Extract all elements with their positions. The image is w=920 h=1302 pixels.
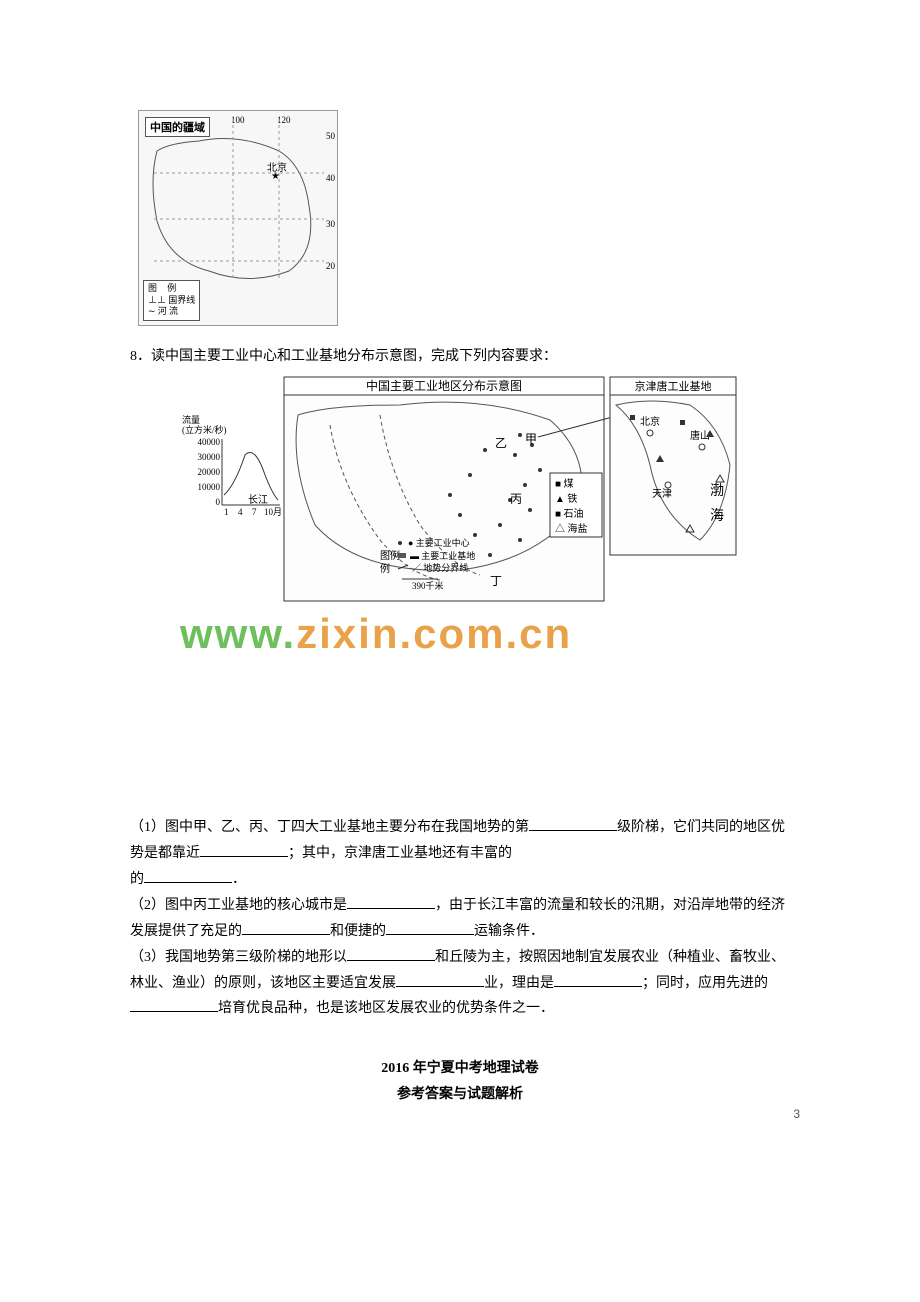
blank-input[interactable] <box>242 919 330 935</box>
q2-part: 运输条件． <box>474 924 544 939</box>
industry-map-title: 中国主要工业地区分布示意图 <box>366 378 522 393</box>
legend-item: ∼ 河 流 <box>148 306 195 318</box>
q8-subparts: （1）图中甲、乙、丙、丁四大工业基地主要分布在我国地势的第级阶梯，它们共同的地区… <box>130 815 790 1022</box>
blank-input[interactable] <box>554 971 642 987</box>
svg-text:■ 煤: ■ 煤 <box>555 477 574 490</box>
marker-bing: 丙 <box>510 492 522 506</box>
blank-input[interactable] <box>529 815 617 831</box>
hai-label: 海 <box>710 508 724 524</box>
bohai-label: 渤 <box>710 483 724 499</box>
q1-part: （1）图中甲、乙、丙、丁四大工业基地主要分布在我国地势的第 <box>130 820 529 835</box>
answer-title-2: 参考答案与试题解析 <box>130 1082 790 1107</box>
svg-text:40000: 40000 <box>198 437 221 447</box>
answer-title-block: 2016 年宁夏中考地理试卷 参考答案与试题解析 <box>130 1056 790 1106</box>
industry-map-figure: 中国主要工业地区分布示意图 甲 乙 丙 丁 流量 (立方米/秒) 40000 <box>180 375 740 605</box>
blank-input[interactable] <box>144 867 232 883</box>
marker-jia: 甲 <box>525 432 537 446</box>
svg-text:△ 海盐: △ 海盐 <box>555 522 588 535</box>
flow-label: 流量 (立方米/秒) <box>182 414 227 435</box>
map1-legend: 图 例 ⊥⊥ 国界线 ∼ 河 流 <box>143 280 200 321</box>
blank-input[interactable] <box>386 919 474 935</box>
svg-text:例: 例 <box>380 562 390 575</box>
blank-input[interactable] <box>200 841 288 857</box>
q3-part: 业，理由是 <box>484 976 554 991</box>
q2-part: 和便捷的 <box>330 924 386 939</box>
blank-input[interactable] <box>347 893 435 909</box>
svg-text:● 主要工业中心: ● 主要工业中心 <box>408 537 470 548</box>
q2-part: （2）图中丙工业基地的核心城市是 <box>130 898 347 913</box>
inset-title: 京津唐工业基地 <box>635 379 712 393</box>
watermark-text: www.zixin.com.cn <box>180 610 572 658</box>
marker-ding: 丁 <box>490 574 502 588</box>
q3-part: 培育优良品种，也是该地区发展农业的优势条件之一． <box>218 1001 554 1016</box>
svg-text:▬ 主要工业基地: ▬ 主要工业基地 <box>410 550 475 561</box>
svg-text:图例: 图例 <box>380 549 400 562</box>
flow-xaxis: 1 4 7 10月 <box>224 507 282 517</box>
blank-input[interactable] <box>130 996 218 1012</box>
svg-text:▲ 铁: ▲ 铁 <box>555 492 577 505</box>
q3-part: （3）我国地势第三级阶梯的地形以 <box>130 950 347 965</box>
legend-title: 图 例 <box>148 283 195 295</box>
answer-title-1: 2016 年宁夏中考地理试卷 <box>130 1056 790 1081</box>
svg-text:10月: 10月 <box>264 507 282 517</box>
svg-text:390千米: 390千米 <box>412 580 444 591</box>
q8-intro: 8．读中国主要工业中心和工业基地分布示意图，完成下列内容要求： <box>130 344 790 369</box>
svg-text:／ 地势分界线: ／ 地势分界线 <box>412 562 468 573</box>
china-territory-map: 中国的疆域 100 120 50 40 30 20 北京 ★ 图 例 ⊥⊥ 国界… <box>138 110 338 326</box>
svg-text:■ 石油: ■ 石油 <box>555 507 584 520</box>
q1-part: ． <box>232 872 246 887</box>
q1-part: ；其中，京津唐工业基地还有丰富的 <box>288 846 512 861</box>
svg-text:30000: 30000 <box>198 452 221 462</box>
svg-text:1: 1 <box>224 507 229 517</box>
flow-yaxis: 40000 30000 20000 10000 0 <box>198 437 221 507</box>
blank-input[interactable] <box>396 971 484 987</box>
svg-text:4: 4 <box>238 507 243 517</box>
marker-yi: 乙 <box>495 436 507 450</box>
svg-text:7: 7 <box>252 507 257 517</box>
svg-text:0: 0 <box>216 497 221 507</box>
q3-part: ；同时，应用先进的 <box>642 976 768 991</box>
svg-text:20000: 20000 <box>198 467 221 477</box>
page-number: 3 <box>793 1107 800 1121</box>
svg-text:天津: 天津 <box>652 488 672 500</box>
legend-item: ⊥⊥ 国界线 <box>148 295 195 307</box>
blank-input[interactable] <box>347 945 435 961</box>
river-label: 长江 <box>248 494 268 506</box>
svg-text:10000: 10000 <box>198 482 221 492</box>
svg-text:北京: 北京 <box>640 415 660 428</box>
